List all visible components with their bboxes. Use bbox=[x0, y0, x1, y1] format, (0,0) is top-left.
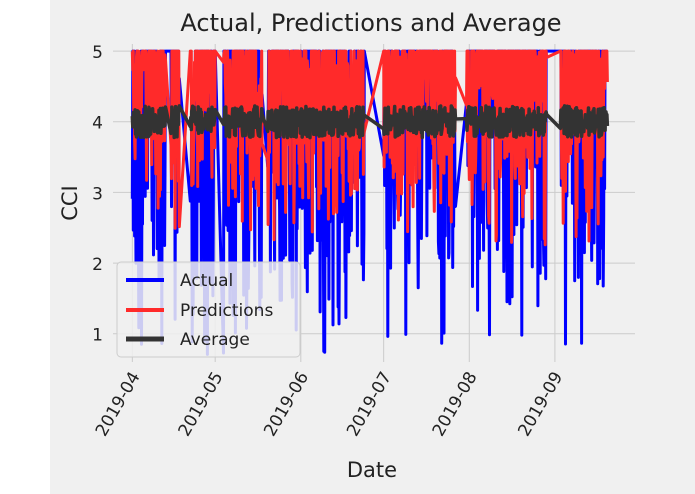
y-tick-labels: 1 2 3 4 5 bbox=[92, 43, 103, 346]
legend-label-predictions: Predictions bbox=[180, 301, 273, 321]
legend-label-average: Average bbox=[180, 330, 250, 350]
average-line bbox=[130, 104, 610, 140]
x-axis-label: Date bbox=[347, 458, 397, 482]
legend-box bbox=[116, 261, 301, 358]
chart-title: Actual, Predictions and Average bbox=[180, 9, 561, 37]
y-tick-label: 1 bbox=[92, 326, 103, 346]
series-average bbox=[130, 104, 610, 140]
y-tick-label: 3 bbox=[92, 184, 103, 204]
y-tick-label: 5 bbox=[92, 43, 103, 63]
legend-label-actual: Actual bbox=[180, 271, 233, 291]
y-axis-label: CCI bbox=[58, 185, 82, 221]
legend: Actual Predictions Average bbox=[116, 261, 301, 358]
y-tick-label: 2 bbox=[92, 255, 103, 275]
y-tick-label: 4 bbox=[92, 114, 103, 134]
